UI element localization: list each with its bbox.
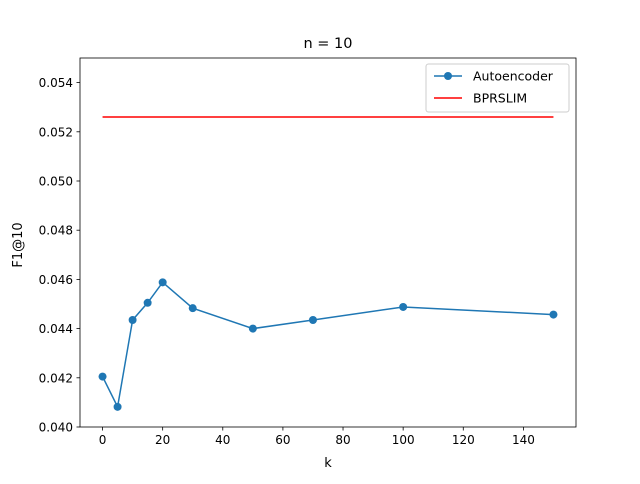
y-tick-label: 0.054 xyxy=(39,76,73,90)
y-tick-label: 0.052 xyxy=(39,125,73,139)
y-tick-label: 0.042 xyxy=(39,371,73,385)
data-point xyxy=(98,372,107,381)
legend-marker xyxy=(444,72,452,80)
axes-frame xyxy=(79,57,577,428)
data-point xyxy=(113,402,122,411)
legend: Autoencoder BPRSLIM xyxy=(425,63,570,113)
x-tick-label: 20 xyxy=(155,433,170,447)
series-line-autoencoder xyxy=(101,281,554,410)
x-tick-label: 0 xyxy=(99,433,107,447)
x-tick-label: 120 xyxy=(452,433,475,447)
x-tick-label: 100 xyxy=(392,433,415,447)
y-tick-label: 0.040 xyxy=(39,421,73,435)
data-point xyxy=(549,310,558,319)
y-tick-label: 0.048 xyxy=(39,224,73,238)
data-point xyxy=(128,315,137,324)
x-tick-label: 140 xyxy=(512,433,535,447)
data-point xyxy=(158,278,167,287)
x-axis-label: k xyxy=(324,456,332,471)
data-point xyxy=(248,324,257,333)
x-tick-label: 60 xyxy=(275,433,290,447)
data-point xyxy=(188,304,197,313)
legend-label-autoencoder: Autoencoder xyxy=(473,69,554,84)
chart-title: n = 10 xyxy=(303,36,352,52)
x-tick-label: 80 xyxy=(335,433,350,447)
data-point xyxy=(399,302,408,311)
y-tick-label: 0.044 xyxy=(39,322,73,336)
axes: 0 20 40 60 80 100 120 140 0.040 0.042 0.044 0.046 0.… xyxy=(39,57,577,447)
data-point xyxy=(308,315,317,324)
x-tick-label: 40 xyxy=(215,433,230,447)
data-point xyxy=(143,298,152,307)
y-tick-label: 0.046 xyxy=(39,273,73,287)
plot-area xyxy=(98,116,558,411)
legend-label-bprslim: BPRSLIM xyxy=(473,91,527,106)
y-tick-label: 0.050 xyxy=(39,175,73,189)
y-axis-label: F1@10 xyxy=(11,222,26,267)
